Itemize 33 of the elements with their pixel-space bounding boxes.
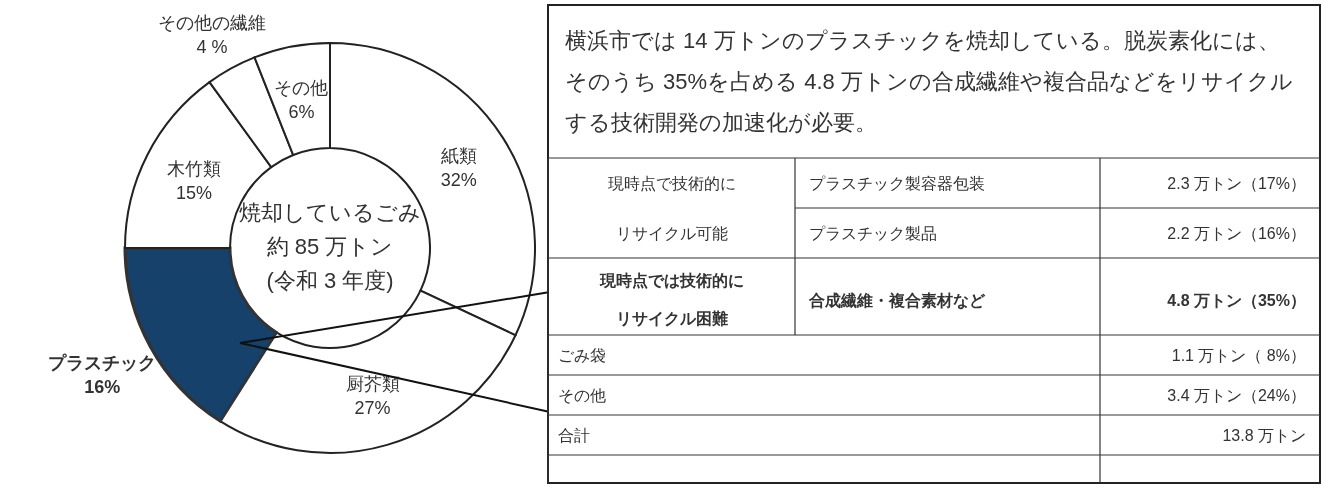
text: 現時点では技術的に	[598, 272, 744, 290]
text: 13.8 万トン	[1222, 427, 1306, 444]
data-label: 32%	[440, 170, 477, 191]
slice-label: その他の繊維	[157, 13, 266, 34]
text: 焼却しているごみ	[239, 200, 421, 225]
text: リサイクル困難	[615, 310, 728, 327]
data-label: 6%	[288, 102, 315, 123]
data-label: 15%	[176, 182, 213, 203]
slice-label: その他	[274, 78, 329, 99]
text: 合成繊維・複合素材など	[808, 292, 986, 310]
slice-label: 木竹類	[167, 158, 222, 179]
text: 2.2 万トン（16%）	[1167, 225, 1306, 242]
slice-label: 紙類	[440, 146, 477, 167]
text: 横浜市では 14 万トンのプラスチックを焼却している。脱炭素化には、	[565, 28, 1280, 53]
text: プラスチック製品	[809, 225, 937, 242]
data-label: 4 %	[196, 37, 228, 58]
text: 現時点で技術的に	[607, 175, 736, 192]
text: (令和 3 年度)	[266, 268, 394, 293]
text: 合計	[558, 427, 590, 444]
text: する技術開発の加速化が必要。	[565, 110, 877, 135]
data-label: 16%	[84, 377, 121, 398]
data-label: 27%	[354, 398, 391, 419]
text: プラスチック製容器包装	[809, 175, 985, 192]
slice-label: プラスチック	[48, 353, 157, 374]
text: 2.3 万トン（17%）	[1167, 175, 1306, 192]
text: ごみ袋	[558, 347, 606, 364]
text: 約 85 万トン	[266, 234, 394, 259]
text: 4.8 万トン（35%）	[1167, 292, 1306, 310]
text: リサイクル可能	[615, 225, 728, 242]
text: その他	[558, 387, 606, 404]
text: そのうち 35%を占める 4.8 万トンの合成繊維や複合品などをリサイクル	[565, 69, 1293, 94]
text: 1.1 万トン（ 8%）	[1171, 347, 1306, 364]
text: 3.4 万トン（24%）	[1167, 387, 1306, 404]
